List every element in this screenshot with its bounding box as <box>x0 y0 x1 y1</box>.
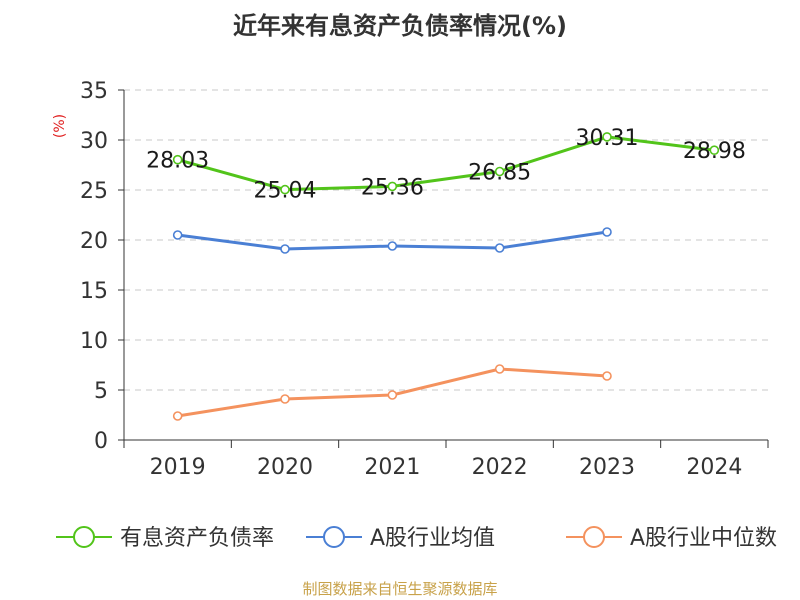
y-tick-label-20: 20 <box>80 229 108 254</box>
legend-label-1: A股行业均值 <box>370 526 495 551</box>
data-point-2-2022 <box>494 364 505 374</box>
data-point-2-2020 <box>280 394 290 404</box>
data-point-2-2019 <box>172 411 183 421</box>
data-label-2019: 28.03 <box>146 149 209 174</box>
data-point-1-2021 <box>387 241 398 251</box>
series-line-0 <box>177 135 715 192</box>
data-point-0-2021 <box>387 181 398 192</box>
data-point-1-2023 <box>602 227 612 237</box>
gridlines <box>124 89 768 391</box>
x-tick-label-2021: 2021 <box>364 455 420 480</box>
data-label-2020: 25.04 <box>254 179 317 204</box>
data-point-0-2023 <box>602 132 612 142</box>
data-point-0-2019 <box>172 154 183 165</box>
y-tick-label-35: 35 <box>80 79 108 104</box>
legend-marker-2 <box>583 526 605 548</box>
x-tick-label-2019: 2019 <box>150 455 206 480</box>
data-label-2022: 26.85 <box>468 161 531 186</box>
data-point-1-2022 <box>494 243 505 253</box>
data-label-2024: 28.98 <box>683 139 746 164</box>
data-point-1-2019 <box>172 230 183 240</box>
x-tick-label-2020: 2020 <box>257 455 313 480</box>
x-tick-label-2022: 2022 <box>472 455 528 480</box>
legend-label-2: A股行业中位数 <box>630 526 777 551</box>
data-label-2021: 25.36 <box>361 175 424 200</box>
x-tick-label-2023: 2023 <box>579 455 635 480</box>
y-tick-label-10: 10 <box>80 329 108 354</box>
series-lines <box>172 132 720 421</box>
y-tick-label-25: 25 <box>80 179 108 204</box>
y-tick-label-15: 15 <box>80 279 108 304</box>
data-point-0-2024 <box>709 145 720 155</box>
data-point-0-2020 <box>280 184 290 195</box>
data-point-1-2020 <box>280 244 290 254</box>
data-point-0-2022 <box>494 166 505 177</box>
data-source-note: 制图数据来自恒生聚源数据库 <box>302 580 497 598</box>
y-tick-label-5: 5 <box>94 379 108 404</box>
data-label-2023: 30.31 <box>576 126 639 151</box>
data-point-2-2021 <box>387 390 398 400</box>
legend-marker-1 <box>323 526 345 548</box>
y-tick-label-0: 0 <box>94 429 108 454</box>
x-tick-label-2024: 2024 <box>686 455 742 480</box>
legend-marker-0 <box>73 526 95 548</box>
axes: 0 5 10 15 20 25 30 35 2019 2020 2021 2022 2023 2024 <box>80 79 769 480</box>
y-tick-label-30: 30 <box>80 129 108 154</box>
legend-label-0: 有息资产负债率 <box>120 526 274 551</box>
y-axis-unit: (%) <box>52 114 68 138</box>
data-labels: 28.03 25.04 25.36 26.85 30.31 28.98 <box>146 126 746 204</box>
legend: 有息资产负债率 A股行业均值 A股行业中位数 <box>56 526 777 551</box>
data-point-2-2023 <box>602 371 612 381</box>
chart-title: 近年来有息资产负债率情况(%) <box>233 12 567 40</box>
